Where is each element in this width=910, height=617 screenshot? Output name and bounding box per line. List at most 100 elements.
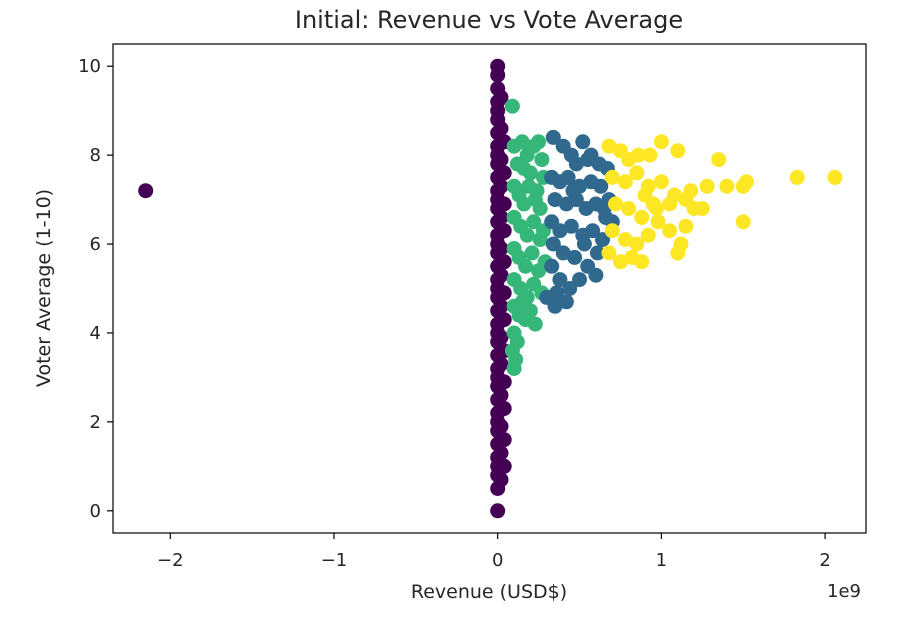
data-point: [601, 138, 617, 154]
data-point: [653, 174, 669, 190]
data-point: [493, 152, 509, 168]
data-point: [558, 294, 574, 310]
data-point: [560, 169, 576, 185]
data-point: [555, 245, 571, 261]
data-point: [634, 254, 650, 270]
data-point: [670, 143, 686, 159]
data-point: [642, 147, 658, 163]
data-point: [496, 401, 512, 416]
data-point: [601, 245, 617, 261]
data-point: [593, 178, 609, 194]
data-point: [827, 169, 843, 185]
data-point: [544, 258, 560, 274]
data-point: [662, 196, 678, 212]
data-point: [496, 196, 512, 212]
data-point: [490, 503, 506, 519]
data-point: [699, 178, 715, 194]
data-point: [585, 223, 601, 239]
data-point: [496, 374, 512, 390]
data-point: [739, 174, 754, 190]
data-point: [496, 165, 512, 181]
y-tick-label: 4: [90, 323, 101, 344]
data-point: [604, 223, 620, 239]
data-point: [608, 196, 623, 212]
data-point: [789, 169, 805, 185]
y-tick-label: 6: [90, 234, 101, 255]
data-point: [493, 241, 509, 256]
data-point: [138, 183, 154, 199]
y-tick-label: 8: [90, 145, 101, 166]
data-point: [694, 201, 710, 216]
data-point: [522, 303, 538, 319]
data-point: [504, 98, 520, 114]
data-point: [637, 187, 653, 203]
data-point: [490, 67, 506, 83]
data-point: [678, 218, 694, 234]
data-point: [496, 432, 512, 448]
data-point: [629, 165, 645, 181]
data-point: [493, 445, 509, 461]
x-tick-label: 1: [656, 550, 667, 571]
data-point: [493, 121, 509, 136]
x-tick-label: 0: [492, 550, 503, 571]
data-point: [595, 232, 610, 248]
data-point: [563, 218, 579, 234]
data-point: [575, 134, 591, 150]
data-point: [719, 178, 735, 194]
data-point: [568, 156, 584, 172]
y-tick-label: 0: [90, 501, 101, 522]
data-point: [496, 312, 512, 328]
data-point: [493, 209, 509, 225]
data-point: [524, 245, 540, 261]
data-point: [496, 458, 512, 474]
data-point: [493, 89, 509, 105]
y-tick-label: 10: [78, 56, 101, 77]
data-point: [493, 329, 509, 345]
data-point: [588, 267, 604, 283]
chart-title: Initial: Revenue vs Vote Average: [295, 6, 683, 34]
data-point: [514, 134, 530, 150]
data-point: [572, 272, 587, 288]
data-point: [516, 196, 532, 212]
data-point: [576, 236, 592, 252]
x-tick-label: −1: [321, 550, 348, 571]
data-point: [545, 129, 561, 145]
data-point: [629, 236, 645, 252]
data-point: [604, 169, 620, 185]
data-point: [529, 183, 545, 199]
data-point: [631, 147, 646, 163]
data-point: [493, 418, 509, 434]
data-point: [547, 298, 563, 314]
y-tick-label: 2: [90, 412, 101, 433]
data-point: [493, 298, 509, 314]
data-point: [662, 223, 678, 239]
plot-frame: [112, 43, 867, 534]
data-point: [506, 361, 522, 376]
data-point: [493, 178, 509, 194]
data-point: [493, 356, 509, 372]
data-point: [493, 387, 509, 403]
data-point: [711, 152, 727, 168]
data-point: [596, 201, 612, 216]
data-point: [547, 192, 563, 208]
data-point: [565, 183, 581, 199]
x-axis: −2 −1 0 1 2: [157, 533, 831, 571]
data-point: [613, 254, 628, 270]
x-tick-label: −2: [157, 550, 184, 571]
data-point: [527, 316, 543, 332]
data-point: [534, 152, 550, 168]
x-axis-offset-text: 1e9: [827, 581, 861, 602]
data-point: [590, 245, 605, 261]
data-point: [583, 147, 599, 163]
data-point: [617, 174, 633, 190]
data-point: [653, 134, 669, 150]
data-point: [621, 201, 637, 216]
data-point: [640, 227, 656, 243]
data-point: [518, 258, 533, 274]
data-point: [516, 161, 532, 176]
data-point: [634, 209, 650, 225]
y-axis-label: Voter Average (1-10): [33, 189, 55, 387]
data-point: [650, 214, 666, 230]
data-point: [670, 245, 686, 261]
data-point: [496, 223, 512, 239]
